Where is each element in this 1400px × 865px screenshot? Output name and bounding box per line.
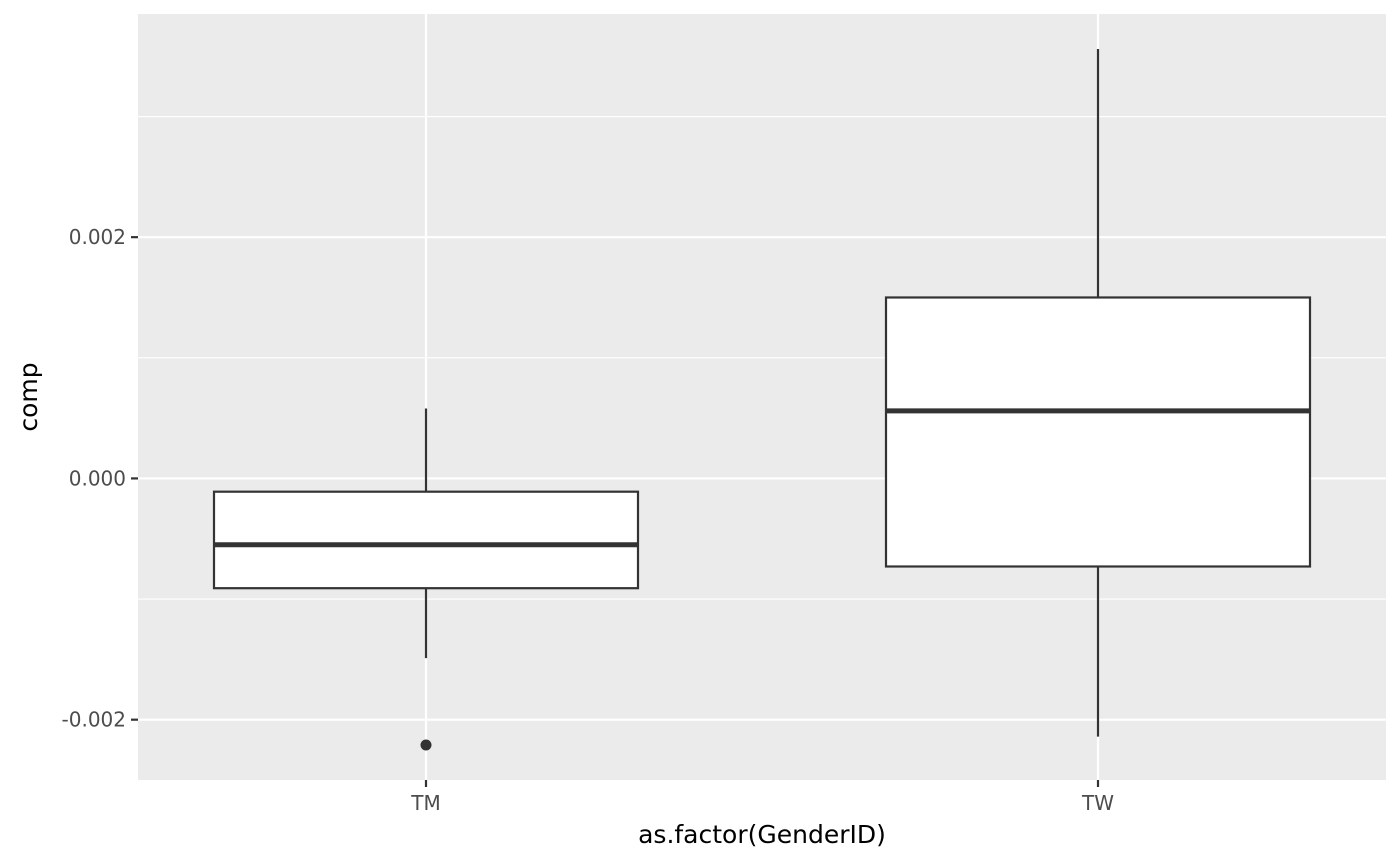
boxes <box>212 48 1312 751</box>
y-tick-label: 0.000 <box>69 466 126 490</box>
box-TW <box>884 48 1312 737</box>
x-axis: TM TW <box>410 780 1114 815</box>
box-iqr <box>884 296 1312 568</box>
box-TM <box>212 408 640 751</box>
y-axis-title: comp <box>14 362 43 431</box>
box-iqr <box>212 490 640 590</box>
x-axis-title: as.factor(GenderID) <box>638 820 886 849</box>
y-tick-label: 0.002 <box>69 225 126 249</box>
x-tick-label: TW <box>1081 791 1114 815</box>
x-tick-label: TM <box>410 791 440 815</box>
y-axis: -0.002 0.000 0.002 <box>62 225 138 732</box>
y-tick-label: -0.002 <box>62 708 126 732</box>
outlier-point <box>420 739 432 751</box>
